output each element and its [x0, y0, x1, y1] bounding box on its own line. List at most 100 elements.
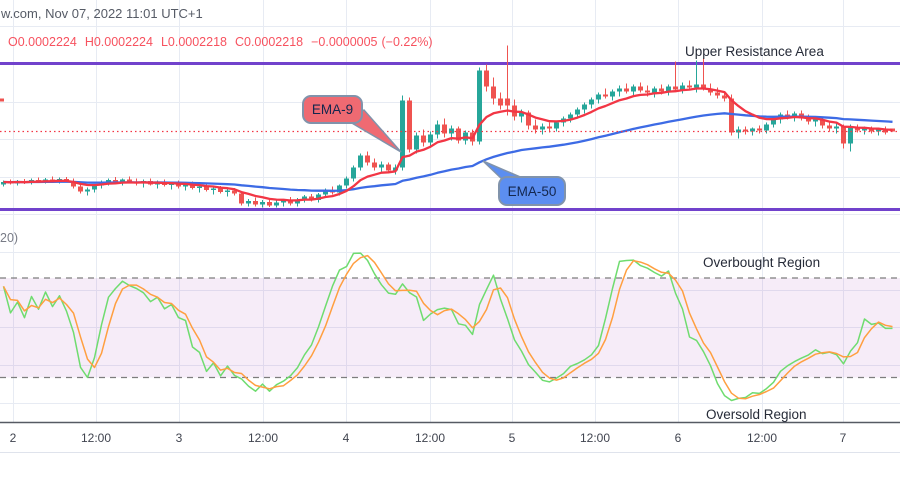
candle	[596, 94, 601, 100]
candle	[386, 164, 391, 171]
ohlc-change-pct: (−0.22%)	[381, 35, 433, 49]
candle	[645, 90, 650, 93]
candle	[876, 129, 881, 132]
candle	[792, 113, 797, 117]
candle	[694, 84, 699, 88]
candle	[834, 126, 839, 129]
candle	[505, 98, 510, 106]
candle	[246, 201, 251, 204]
candle	[890, 128, 895, 132]
candle	[554, 122, 559, 129]
ohlc-change: −0.0000005	[311, 35, 378, 49]
candle	[414, 135, 419, 150]
candle	[218, 188, 223, 192]
x-axis-label: 6	[674, 431, 682, 445]
ema50-callout-label: EMA-50	[507, 183, 557, 199]
candle	[715, 92, 720, 96]
candle	[764, 124, 769, 131]
candle	[848, 127, 853, 144]
resistance-support-lines[interactable]	[0, 62, 900, 211]
ohlc-low: L0.0002218	[160, 35, 227, 49]
candle	[183, 184, 188, 187]
candle	[344, 178, 349, 186]
x-axis-label: 7	[839, 431, 847, 445]
candle	[323, 190, 328, 195]
candle	[295, 199, 300, 204]
x-axis-label: 5	[508, 431, 516, 445]
candle	[484, 70, 489, 87]
x-axis-label: 12:00	[579, 431, 611, 445]
candle	[127, 179, 132, 182]
candle	[190, 184, 195, 188]
candle	[631, 86, 636, 92]
candle	[421, 135, 426, 143]
candle	[316, 194, 321, 200]
candle	[309, 196, 314, 200]
x-axis-label: 12:00	[746, 431, 778, 445]
stoch-k-line	[2, 252, 893, 402]
x-axis-label: 4	[342, 431, 350, 445]
stoch-d-line	[2, 254, 893, 400]
candle	[267, 202, 272, 206]
candle	[750, 128, 755, 132]
candle	[253, 201, 258, 205]
candle	[92, 185, 97, 190]
candle	[106, 180, 111, 182]
ema9-callout-label: EMA-9	[311, 102, 354, 117]
ohlc-readout: O0.0002224 H0.0002224 L0.0002218 C0.0002218…	[8, 35, 441, 49]
candle	[680, 85, 685, 90]
x-axis-label: 12:00	[80, 431, 112, 445]
candle	[1, 182, 6, 185]
candle	[652, 88, 657, 93]
candle	[239, 193, 244, 204]
watermark-text: w.com, Nov 07, 2022 11:01 UTC+1	[1, 6, 203, 21]
candle	[617, 88, 622, 92]
upper-resistance-label[interactable]: Upper Resistance Area	[685, 44, 824, 59]
candle	[855, 127, 860, 131]
candle	[540, 126, 545, 130]
candle	[687, 85, 692, 88]
candle	[351, 167, 356, 179]
candle	[456, 128, 461, 141]
candle	[771, 119, 776, 125]
candle	[260, 202, 265, 205]
candle	[785, 114, 790, 117]
candle	[708, 88, 713, 93]
candle	[78, 186, 83, 192]
candle	[498, 98, 503, 106]
candle	[666, 86, 671, 92]
x-axis-label: 2	[9, 431, 17, 445]
candle	[827, 125, 832, 129]
candle	[813, 119, 818, 122]
candle	[701, 84, 706, 89]
candle	[638, 86, 643, 91]
candle	[547, 126, 552, 129]
candle	[862, 128, 867, 131]
ohlc-high: H0.0002224	[84, 35, 153, 49]
candle	[757, 128, 762, 131]
candle	[519, 112, 524, 117]
candle	[120, 179, 125, 183]
candle	[841, 126, 846, 144]
ema9-callout[interactable]: EMA-9	[302, 95, 363, 124]
candle	[197, 186, 202, 188]
candle	[659, 88, 664, 92]
candle	[400, 100, 405, 168]
overbought-region-label[interactable]: Overbought Region	[703, 255, 821, 270]
oversold-region-label[interactable]: Oversold Region	[706, 407, 807, 422]
candle	[743, 129, 748, 132]
candle	[358, 155, 363, 168]
candle	[722, 95, 727, 99]
candle	[372, 162, 377, 168]
candle	[575, 109, 580, 115]
candle	[113, 180, 118, 183]
candle	[225, 190, 230, 192]
candle	[729, 98, 734, 133]
stoch-indicator-title-fragment: 20)	[0, 231, 19, 245]
ohlc-close: C0.0002218	[234, 35, 304, 49]
candle	[673, 86, 678, 90]
ema50-callout[interactable]: EMA-50	[498, 176, 566, 206]
